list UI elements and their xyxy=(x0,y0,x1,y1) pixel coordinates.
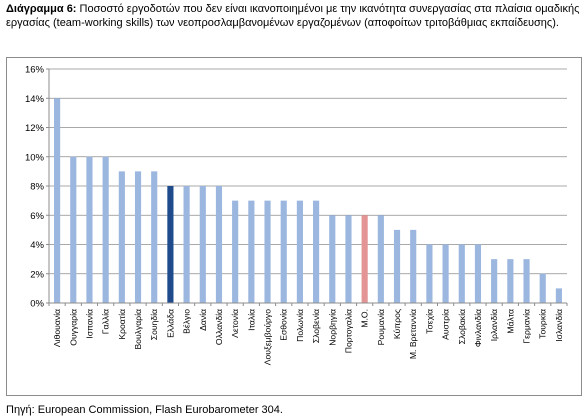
chart-caption: Διάγραμμα 6: Ποσοστό εργοδοτών που δεν ε… xyxy=(6,2,582,30)
x-tick-label: Μάλτα xyxy=(505,309,515,334)
bar xyxy=(151,171,158,304)
x-tick-label: Ουγγαρία xyxy=(68,309,78,346)
x-tick-label: Λιθουανία xyxy=(52,309,62,347)
x-tick-label: Γαλλία xyxy=(101,309,111,334)
x-tick-label: Σλοβενία xyxy=(311,309,321,343)
x-tick-label: Αυστρία xyxy=(441,309,451,340)
x-tick-label: Βουλγαρία xyxy=(133,309,143,350)
x-tick-label: Σλοβακία xyxy=(457,309,467,344)
bar xyxy=(183,186,190,303)
bar xyxy=(539,273,546,303)
x-tick-label: Ιταλία xyxy=(246,309,256,331)
source-note: Πηγή: European Commission, Flash Eurobar… xyxy=(6,404,283,416)
x-tick-label: Τουρκία xyxy=(538,309,548,339)
y-tick-label: 4% xyxy=(30,240,44,251)
bar xyxy=(329,215,336,303)
x-tick-label: Τσεχία xyxy=(424,309,434,334)
x-tick-label: Εσθονία xyxy=(279,309,289,341)
bar xyxy=(377,215,384,303)
y-tick-label: 2% xyxy=(30,269,44,280)
bar xyxy=(280,200,287,304)
y-tick-label: 0% xyxy=(30,299,44,310)
bar xyxy=(167,186,174,303)
y-tick-label: 10% xyxy=(25,152,45,163)
y-tick-label: 6% xyxy=(30,211,44,222)
x-tick-label: Λουξεμβούργο xyxy=(263,309,273,365)
bar xyxy=(232,200,239,304)
bar xyxy=(523,259,530,304)
x-tick-label: Νορβηγία xyxy=(327,309,337,346)
bar xyxy=(458,244,465,303)
caption-label: Διάγραμμα 6: xyxy=(6,3,77,15)
x-tick-label: Μ. Βρεταννία xyxy=(408,309,418,359)
bar xyxy=(410,229,417,304)
x-tick-label: Σουηδία xyxy=(149,309,159,340)
bar xyxy=(199,186,206,303)
y-tick-label: 14% xyxy=(25,94,45,105)
bar xyxy=(134,171,142,304)
bar xyxy=(118,171,125,304)
x-tick-label: Πολωνία xyxy=(295,309,305,342)
bar xyxy=(361,215,368,303)
bar xyxy=(215,186,223,303)
bar xyxy=(70,156,77,303)
x-tick-label: Πορτογαλία xyxy=(343,309,353,353)
x-tick-label: Γερμανία xyxy=(522,309,532,344)
y-tick-label: 12% xyxy=(25,123,45,134)
x-tick-labels: Λιθουανία Ουγγαρία Ισπανία Γαλλία Κροατία Βου… xyxy=(52,309,564,365)
bar xyxy=(345,215,352,303)
axes xyxy=(46,68,568,306)
bar xyxy=(474,244,482,303)
chart-frame: 0% 2% 4% 6% 8% 10% 12% 14% 16% Λιθουανία Ουγγαρία… xyxy=(6,57,582,396)
bar xyxy=(313,200,320,304)
x-tick-label: Κύπρος xyxy=(392,309,402,339)
y-tick-label: 16% xyxy=(25,65,45,76)
gridlines xyxy=(49,68,567,275)
bar xyxy=(442,244,449,303)
x-tick-label: Ρουμανία xyxy=(376,309,386,345)
x-tick-label: Φινλανδία xyxy=(473,309,483,347)
x-tick-label: Ολλανδία xyxy=(214,309,224,345)
bar xyxy=(507,259,514,304)
bar xyxy=(86,156,93,303)
bar xyxy=(426,244,433,303)
x-tick-label: Κροατία xyxy=(117,309,127,340)
caption-text: Ποσοστό εργοδοτών που δεν είναι ικανοποι… xyxy=(6,3,580,29)
x-tick-label: Ισλανδία xyxy=(554,309,564,342)
bar xyxy=(393,229,401,304)
bar xyxy=(555,288,562,304)
x-tick-label: Μ.Ο. xyxy=(360,309,370,328)
y-tick-labels: 0% 2% 4% 6% 8% 10% 12% 14% 16% xyxy=(25,65,45,310)
bar-chart: 0% 2% 4% 6% 8% 10% 12% 14% 16% Λιθουανία Ουγγαρία… xyxy=(25,65,568,365)
x-tick-label: Ιρλανδία xyxy=(489,309,499,341)
x-tick-label: Δανία xyxy=(198,309,208,331)
y-tick-label: 8% xyxy=(30,182,44,193)
bar xyxy=(491,259,498,304)
bar xyxy=(264,200,271,304)
bar xyxy=(54,98,61,303)
bar xyxy=(296,200,303,304)
x-tick-label: Ισπανία xyxy=(84,309,94,339)
bar xyxy=(102,156,109,303)
x-tick-label: Λετονία xyxy=(230,309,240,338)
x-tick-label: Βέλγιο xyxy=(182,309,192,334)
x-tick-label: Ελλάδα xyxy=(165,309,175,338)
bars xyxy=(54,98,562,304)
bar xyxy=(248,200,255,304)
